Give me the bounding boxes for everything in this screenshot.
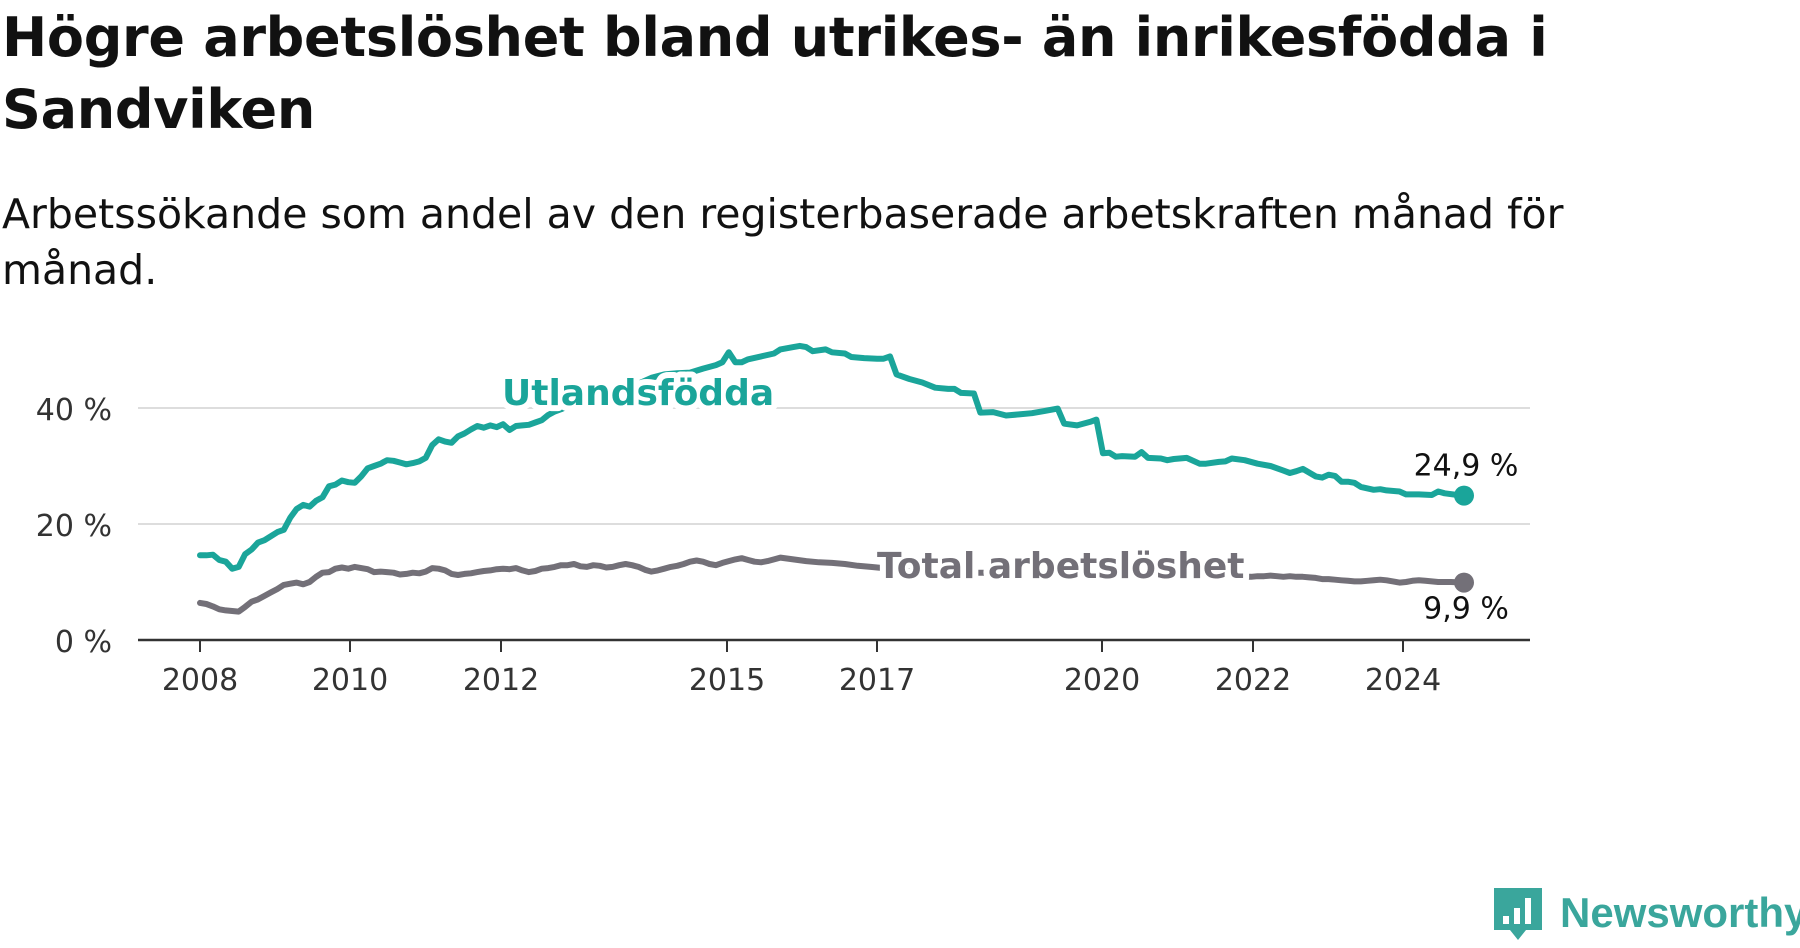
- y-tick-label: 0 %: [55, 625, 112, 660]
- end-point-total: [1454, 572, 1474, 593]
- series-lines: [197, 342, 1467, 615]
- series-label-total-halo: Total arbetslöshet: [877, 546, 1245, 587]
- end-value-label: 9,9 %: [1423, 592, 1509, 627]
- chart-title: Högre arbetslöshet bland utrikes- än inr…: [2, 6, 1548, 141]
- series-line-utlandsfodda: [197, 342, 1467, 572]
- end-point-utlandsfodda: [1454, 485, 1474, 506]
- chart-subtitle: Arbetssökande som andel av den registerb…: [2, 190, 1564, 294]
- brand-name: Newsworthy: [1560, 889, 1800, 936]
- series-label-utlandsfodda-halo: Utlandsfödda: [502, 373, 774, 414]
- x-tick-label: 2017: [839, 663, 915, 698]
- end-value-label: 24,9 %: [1414, 449, 1519, 484]
- newsworthy-logo-icon: [1494, 888, 1542, 940]
- x-tick-label: 2015: [689, 663, 765, 698]
- gridlines: [138, 407, 1530, 525]
- x-tick-label: 2020: [1064, 663, 1140, 698]
- x-axis: 2008 2010 2012 2015 2017 2020 2022 2024: [138, 638, 1530, 698]
- x-tick-label: 2024: [1365, 663, 1441, 698]
- x-tick-label: 2008: [162, 663, 238, 698]
- y-axis-labels: 0 % 20 % 40 %: [36, 393, 112, 660]
- y-tick-label: 20 %: [36, 509, 112, 544]
- series-line-total: [197, 554, 1467, 615]
- x-tick-label: 2012: [463, 663, 539, 698]
- x-tick-label: 2022: [1215, 663, 1291, 698]
- y-tick-label: 40 %: [36, 393, 112, 428]
- x-tick-label: 2010: [312, 663, 388, 698]
- series-label-total: Total arbetslöshet: [877, 546, 1245, 587]
- newsworthy-logo: Newsworthy: [1490, 884, 1800, 944]
- series-label-utlandsfodda: Utlandsfödda: [502, 373, 774, 414]
